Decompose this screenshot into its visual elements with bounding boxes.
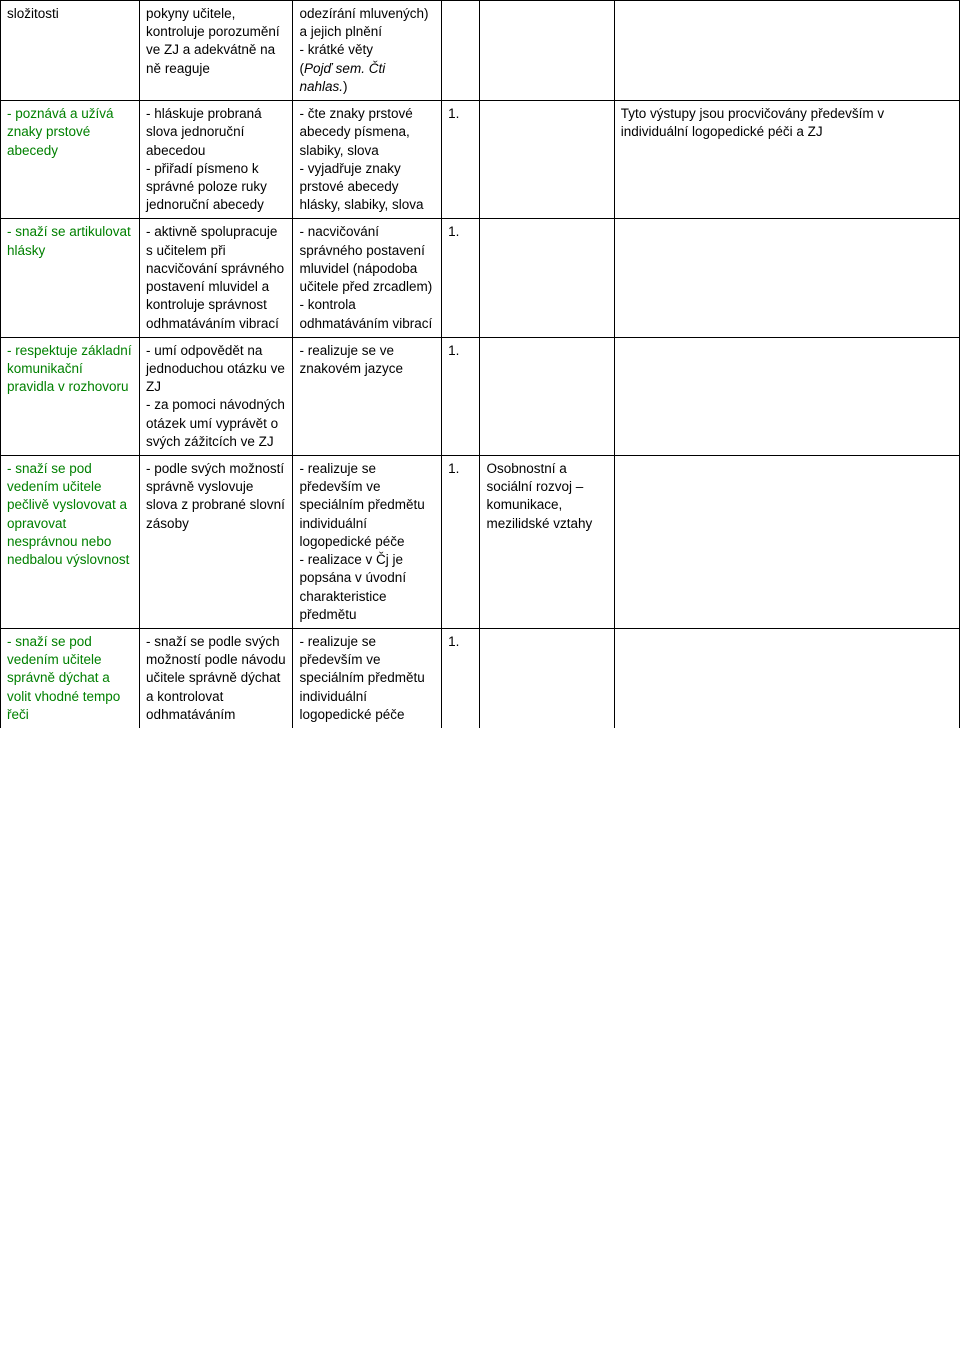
col-content: - nacvičování správného postavení mluvid…: [293, 219, 442, 337]
col-activity: - aktivně spolupracuje s učitelem při na…: [140, 219, 293, 337]
table-row: - poznává a užívá znaky prstové abecedy-…: [1, 101, 960, 219]
outcome-text: - respektuje základní komunikační pravid…: [7, 343, 132, 394]
col-outcome: - snaží se artikulovat hlásky: [1, 219, 140, 337]
col-grade: 1.: [442, 101, 480, 219]
col-cross: [480, 337, 614, 455]
col-content: - realizuje se především ve speciálním p…: [293, 629, 442, 729]
col-cross: Osobnostní a sociální rozvoj – komunikac…: [480, 456, 614, 629]
col-activity: - hláskuje probraná slova jednoruční abe…: [140, 101, 293, 219]
col-note: [614, 629, 959, 729]
content-post: ): [343, 79, 348, 94]
col-note: [614, 456, 959, 629]
curriculum-table: složitosti pokyny učitele, kontroluje por…: [0, 0, 960, 728]
outcome-text: - poznává a užívá znaky prstové abecedy: [7, 106, 114, 157]
outcome-text: - snaží se pod vedením učitele správně d…: [7, 634, 120, 722]
table-row: - snaží se pod vedením učitele správně d…: [1, 629, 960, 729]
col-outcome: - snaží se pod vedením učitele správně d…: [1, 629, 140, 729]
table-row: - respektuje základní komunikační pravid…: [1, 337, 960, 455]
col-cross: [480, 219, 614, 337]
col-note: Tyto výstupy jsou procvičovány především…: [614, 101, 959, 219]
table-row: složitosti pokyny učitele, kontroluje por…: [1, 1, 960, 101]
col-content: - realizuje se především ve speciálním p…: [293, 456, 442, 629]
col-outcome: složitosti: [1, 1, 140, 101]
col-outcome: - respektuje základní komunikační pravid…: [1, 337, 140, 455]
outcome-text: složitosti: [7, 6, 59, 21]
outcome-text: - snaží se pod vedením učitele pečlivě v…: [7, 461, 129, 567]
col-grade: [442, 1, 480, 101]
col-cross: [480, 1, 614, 101]
outcome-text: - snaží se artikulovat hlásky: [7, 224, 131, 257]
col-cross: [480, 629, 614, 729]
col-note: [614, 219, 959, 337]
table-row: - snaží se artikulovat hlásky - aktivně s…: [1, 219, 960, 337]
table-row: - snaží se pod vedením učitele pečlivě v…: [1, 456, 960, 629]
col-grade: 1.: [442, 337, 480, 455]
col-cross: [480, 101, 614, 219]
col-outcome: - poznává a užívá znaky prstové abecedy: [1, 101, 140, 219]
col-activity: - podle svých možností správně vyslovuje…: [140, 456, 293, 629]
col-grade: 1.: [442, 219, 480, 337]
col-content: odezírání mluvených) a jejich plnění- kr…: [293, 1, 442, 101]
col-note: [614, 337, 959, 455]
col-grade: 1.: [442, 629, 480, 729]
col-activity: - snaží se podle svých možností podle ná…: [140, 629, 293, 729]
col-outcome: - snaží se pod vedením učitele pečlivě v…: [1, 456, 140, 629]
col-note: [614, 1, 959, 101]
col-activity: pokyny učitele, kontroluje porozumění ve…: [140, 1, 293, 101]
col-grade: 1.: [442, 456, 480, 629]
col-content: - čte znaky prstové abecedy písmena, sla…: [293, 101, 442, 219]
col-content: - realizuje se ve znakovém jazyce: [293, 337, 442, 455]
col-activity: - umí odpovědět na jednoduchou otázku ve…: [140, 337, 293, 455]
